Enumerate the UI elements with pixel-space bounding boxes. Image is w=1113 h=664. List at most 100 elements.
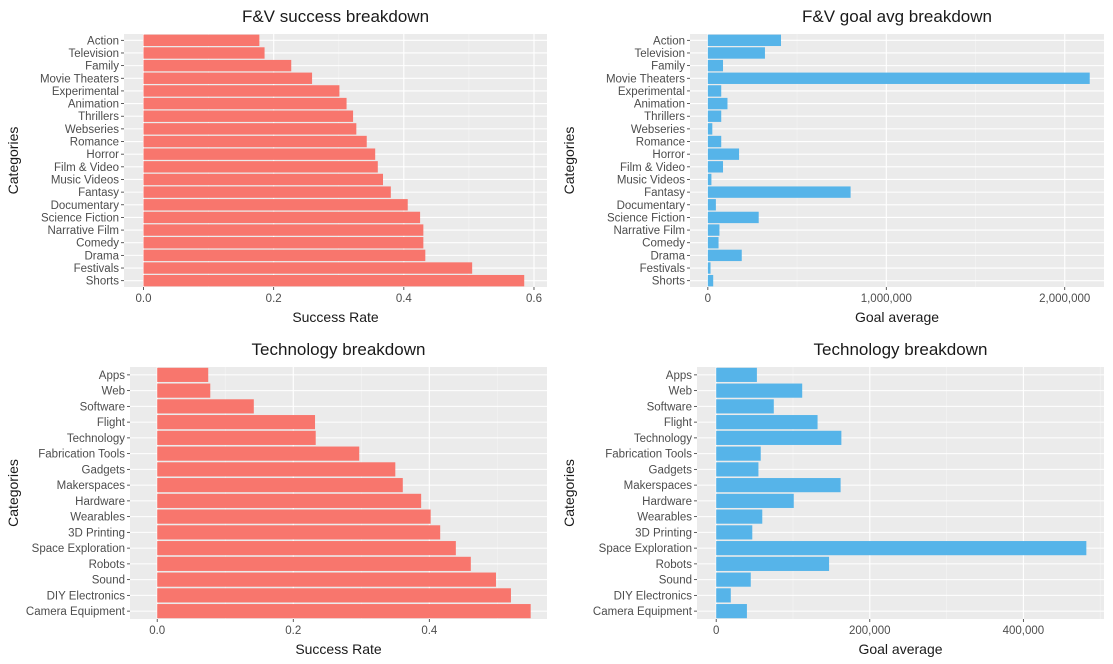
bar-festivals [143, 262, 473, 274]
y-axis-title: Categories [5, 459, 21, 527]
y-axis-title: Categories [5, 127, 21, 195]
bar-diy-electronics [716, 588, 731, 603]
x-tick-label: 0 [705, 293, 711, 305]
bar-film-video [707, 161, 724, 173]
x-tick-label: 0.2 [266, 293, 282, 305]
y-tick-label: Documentary [51, 200, 120, 212]
y-tick-label: Shorts [86, 276, 119, 288]
y-tick-label: Space Exploration [599, 543, 692, 555]
bar-technology [157, 430, 316, 445]
bar-makerspaces [716, 478, 841, 493]
x-tick-label: 0.0 [149, 625, 165, 637]
y-tick-label: Software [647, 401, 692, 413]
bar-thrillers [707, 110, 722, 122]
y-tick-label: Gadgets [649, 464, 693, 476]
x-axis-title: Goal average [858, 641, 942, 657]
bar-wearables [716, 509, 763, 524]
y-tick-label: Horror [652, 149, 685, 161]
bar-film-video [143, 161, 378, 173]
y-tick-label: Technology [67, 433, 125, 445]
plot-background [124, 34, 547, 287]
y-tick-label: Fabrication Tools [605, 449, 692, 461]
bar-web [157, 383, 211, 398]
panel-tech-success: Apps Web Software Flight Technology Fabricati… [0, 332, 556, 664]
y-tick-label: Apps [666, 370, 692, 382]
y-tick-label: Family [85, 61, 119, 73]
bar-camera-equipment [157, 604, 531, 619]
x-axis-title: Success Rate [292, 309, 379, 325]
y-tick-label: Romance [70, 137, 119, 149]
bar-science-fiction [707, 211, 759, 224]
bar-makerspaces [157, 478, 403, 493]
bar-narrative-film [707, 224, 720, 236]
bar-flight [157, 415, 316, 430]
bar-narrative-film [143, 224, 424, 236]
bar-comedy [143, 237, 424, 249]
x-tick-label: 0 [713, 625, 719, 637]
y-tick-label: Robots [89, 559, 126, 571]
bar-robots [157, 556, 471, 571]
y-tick-label: Wearables [70, 512, 125, 524]
y-tick-label: Animation [634, 99, 685, 111]
bar-technology [716, 430, 842, 445]
bar-wearables [157, 509, 431, 524]
bar-festivals [707, 262, 711, 274]
bar-shorts [143, 274, 525, 287]
y-tick-label: Drama [84, 250, 119, 262]
x-tick-label: 0.4 [396, 293, 413, 305]
x-tick-label: 200,000 [849, 625, 891, 637]
x-tick-label: 400,000 [1003, 625, 1045, 637]
bar-fantasy [143, 186, 391, 198]
y-tick-label: Thrillers [644, 111, 685, 123]
bar-action [707, 34, 782, 47]
y-tick-label: DIY Electronics [614, 590, 693, 602]
panel-fv-goal: Action Television Family Movie Theaters Expe… [556, 0, 1112, 332]
bar-apps [157, 367, 209, 382]
bar-software [716, 399, 774, 414]
y-tick-label: Sound [92, 575, 125, 587]
y-tick-label: Apps [99, 370, 125, 382]
y-tick-label: Robots [656, 559, 693, 571]
bar-web [716, 383, 803, 398]
y-tick-label: Space Exploration [32, 543, 125, 555]
x-tick-label: 0.6 [526, 293, 542, 305]
bar-family [707, 59, 724, 72]
bar-gadgets [157, 462, 396, 477]
y-tick-label: Movie Theaters [40, 73, 119, 85]
y-tick-label: Web [102, 386, 125, 398]
y-tick-label: Thrillers [78, 111, 119, 123]
y-tick-label: 3D Printing [635, 527, 692, 539]
bar-science-fiction [143, 211, 421, 224]
y-tick-label: Film & Video [54, 162, 119, 174]
y-tick-label: Technology [634, 433, 692, 445]
y-tick-label: Camera Equipment [593, 606, 693, 618]
y-tick-label: Television [69, 48, 120, 60]
bar-movie-theaters [707, 72, 1090, 84]
bar-family [143, 59, 292, 72]
x-tick-label: 2,000,000 [1039, 293, 1090, 305]
y-tick-label: Hardware [75, 496, 125, 508]
y-tick-label: Action [87, 35, 119, 47]
bar-drama [707, 249, 742, 262]
y-tick-label: Drama [650, 250, 685, 262]
bar-romance [143, 135, 367, 148]
y-tick-label: Makerspaces [624, 480, 693, 492]
chart-title: F&V goal avg breakdown [802, 7, 992, 26]
chart-tech-goal: Apps Web Software Flight Technology Fabricati… [561, 340, 1104, 657]
y-tick-label: Narrative Film [613, 225, 685, 237]
y-tick-label: Comedy [76, 238, 119, 250]
bar-space-exploration [157, 541, 456, 556]
y-tick-label: DIY Electronics [47, 590, 126, 602]
bar-movie-theaters [143, 72, 313, 84]
y-tick-label: Flight [97, 417, 126, 429]
bar-hardware [716, 493, 794, 508]
bar-animation [707, 97, 728, 110]
y-tick-label: Experimental [52, 86, 119, 98]
x-tick-label: 0.2 [285, 625, 301, 637]
bar-camera-equipment [716, 604, 747, 619]
bar-robots [716, 556, 830, 571]
y-tick-label: Science Fiction [41, 212, 119, 224]
y-tick-label: Romance [636, 137, 685, 149]
bar-drama [143, 249, 426, 262]
